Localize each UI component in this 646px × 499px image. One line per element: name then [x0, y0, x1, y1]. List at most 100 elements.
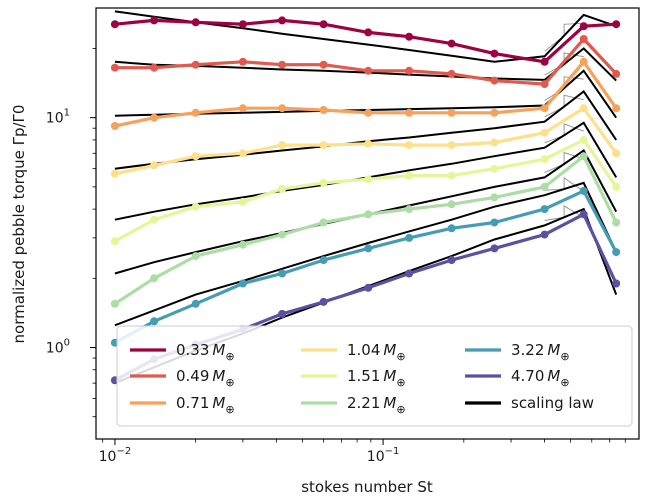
data-point — [191, 60, 200, 69]
data-point — [490, 193, 499, 202]
data-point — [238, 279, 247, 288]
data-point — [579, 135, 588, 144]
data-point — [612, 279, 621, 288]
data-point — [579, 186, 588, 195]
data-point — [364, 66, 373, 75]
legend-label: 0.49 M⊕ — [176, 367, 235, 389]
data-point — [110, 169, 119, 178]
data-point — [405, 141, 414, 150]
x-tick-label: 10−1 — [367, 446, 400, 465]
data-point — [191, 299, 200, 308]
y-tick-label: 101 — [46, 108, 70, 127]
data-point — [612, 248, 621, 257]
data-point — [238, 240, 247, 249]
data-point — [540, 80, 549, 89]
gray-step-line — [544, 151, 584, 173]
data-point — [490, 164, 499, 173]
scaling-law-line — [114, 181, 618, 327]
data-point — [319, 218, 328, 227]
series-3.22 — [110, 186, 621, 347]
gray-step-line — [544, 22, 584, 52]
legend-label: 0.71 M⊕ — [176, 394, 235, 416]
data-point — [540, 205, 549, 214]
data-point — [278, 16, 287, 25]
data-point — [238, 197, 247, 206]
y-axis-label: normalized pebble torque Γp/Γ0 — [10, 105, 28, 344]
data-point — [579, 104, 588, 113]
data-point — [447, 171, 456, 180]
series-0.71 — [110, 57, 621, 130]
data-point — [319, 60, 328, 69]
data-point — [612, 149, 621, 158]
data-point — [110, 20, 119, 29]
data-point — [447, 256, 456, 265]
data-point — [110, 122, 119, 130]
data-point — [150, 16, 159, 25]
legend-box — [116, 325, 633, 427]
data-point — [364, 244, 373, 253]
data-point — [319, 256, 328, 265]
data-point — [364, 175, 373, 184]
data-point — [612, 69, 621, 78]
data-point — [150, 274, 159, 283]
data-point — [447, 39, 456, 48]
data-point — [540, 182, 549, 191]
data-point — [319, 141, 328, 150]
data-point — [612, 218, 621, 227]
data-point — [110, 299, 119, 308]
data-point — [405, 205, 414, 214]
data-point — [319, 297, 328, 306]
data-point — [447, 200, 456, 209]
data-point — [319, 178, 328, 187]
data-point — [540, 57, 549, 66]
data-point — [364, 108, 373, 117]
data-point — [191, 108, 200, 117]
x-axis-label: stokes number St — [301, 478, 433, 496]
data-point — [612, 104, 621, 113]
data-point — [191, 252, 200, 261]
data-point — [364, 28, 373, 37]
series-1.04 — [110, 104, 621, 178]
data-point — [490, 49, 499, 58]
data-point — [405, 233, 414, 242]
y-axis: 100 101 — [46, 48, 96, 418]
plot-frame — [95, 7, 640, 440]
data-point — [278, 309, 287, 318]
data-point — [278, 269, 287, 278]
x-tick-label: 10−2 — [99, 446, 132, 465]
data-point — [150, 215, 159, 224]
data-point — [278, 230, 287, 239]
data-point — [150, 161, 159, 170]
data-point — [150, 317, 159, 326]
data-point — [447, 224, 456, 233]
data-point — [364, 210, 373, 219]
gray-step-line — [544, 52, 584, 76]
data-point — [579, 22, 588, 31]
legend-label: 1.51 M⊕ — [347, 367, 406, 389]
data-point — [364, 139, 373, 148]
data-point — [447, 141, 456, 150]
legend-label: 0.33 M⊕ — [176, 341, 235, 363]
data-point — [405, 32, 414, 41]
data-point — [278, 141, 287, 150]
data-point — [150, 113, 159, 122]
data-point — [490, 138, 499, 147]
series-0.49 — [110, 35, 621, 89]
data-point — [540, 230, 549, 239]
data-point — [540, 128, 549, 137]
data-point — [278, 104, 287, 113]
data-point — [490, 218, 499, 227]
data-point — [447, 108, 456, 117]
gray-step-line — [544, 176, 584, 192]
data-point — [278, 184, 287, 193]
data-point — [319, 20, 328, 29]
data-point — [490, 76, 499, 85]
series-1.51 — [110, 135, 621, 246]
data-point — [579, 152, 588, 161]
data-point — [612, 182, 621, 191]
data-point — [238, 57, 247, 66]
data-point — [579, 57, 588, 66]
data-point — [278, 60, 287, 69]
data-point — [319, 106, 328, 114]
